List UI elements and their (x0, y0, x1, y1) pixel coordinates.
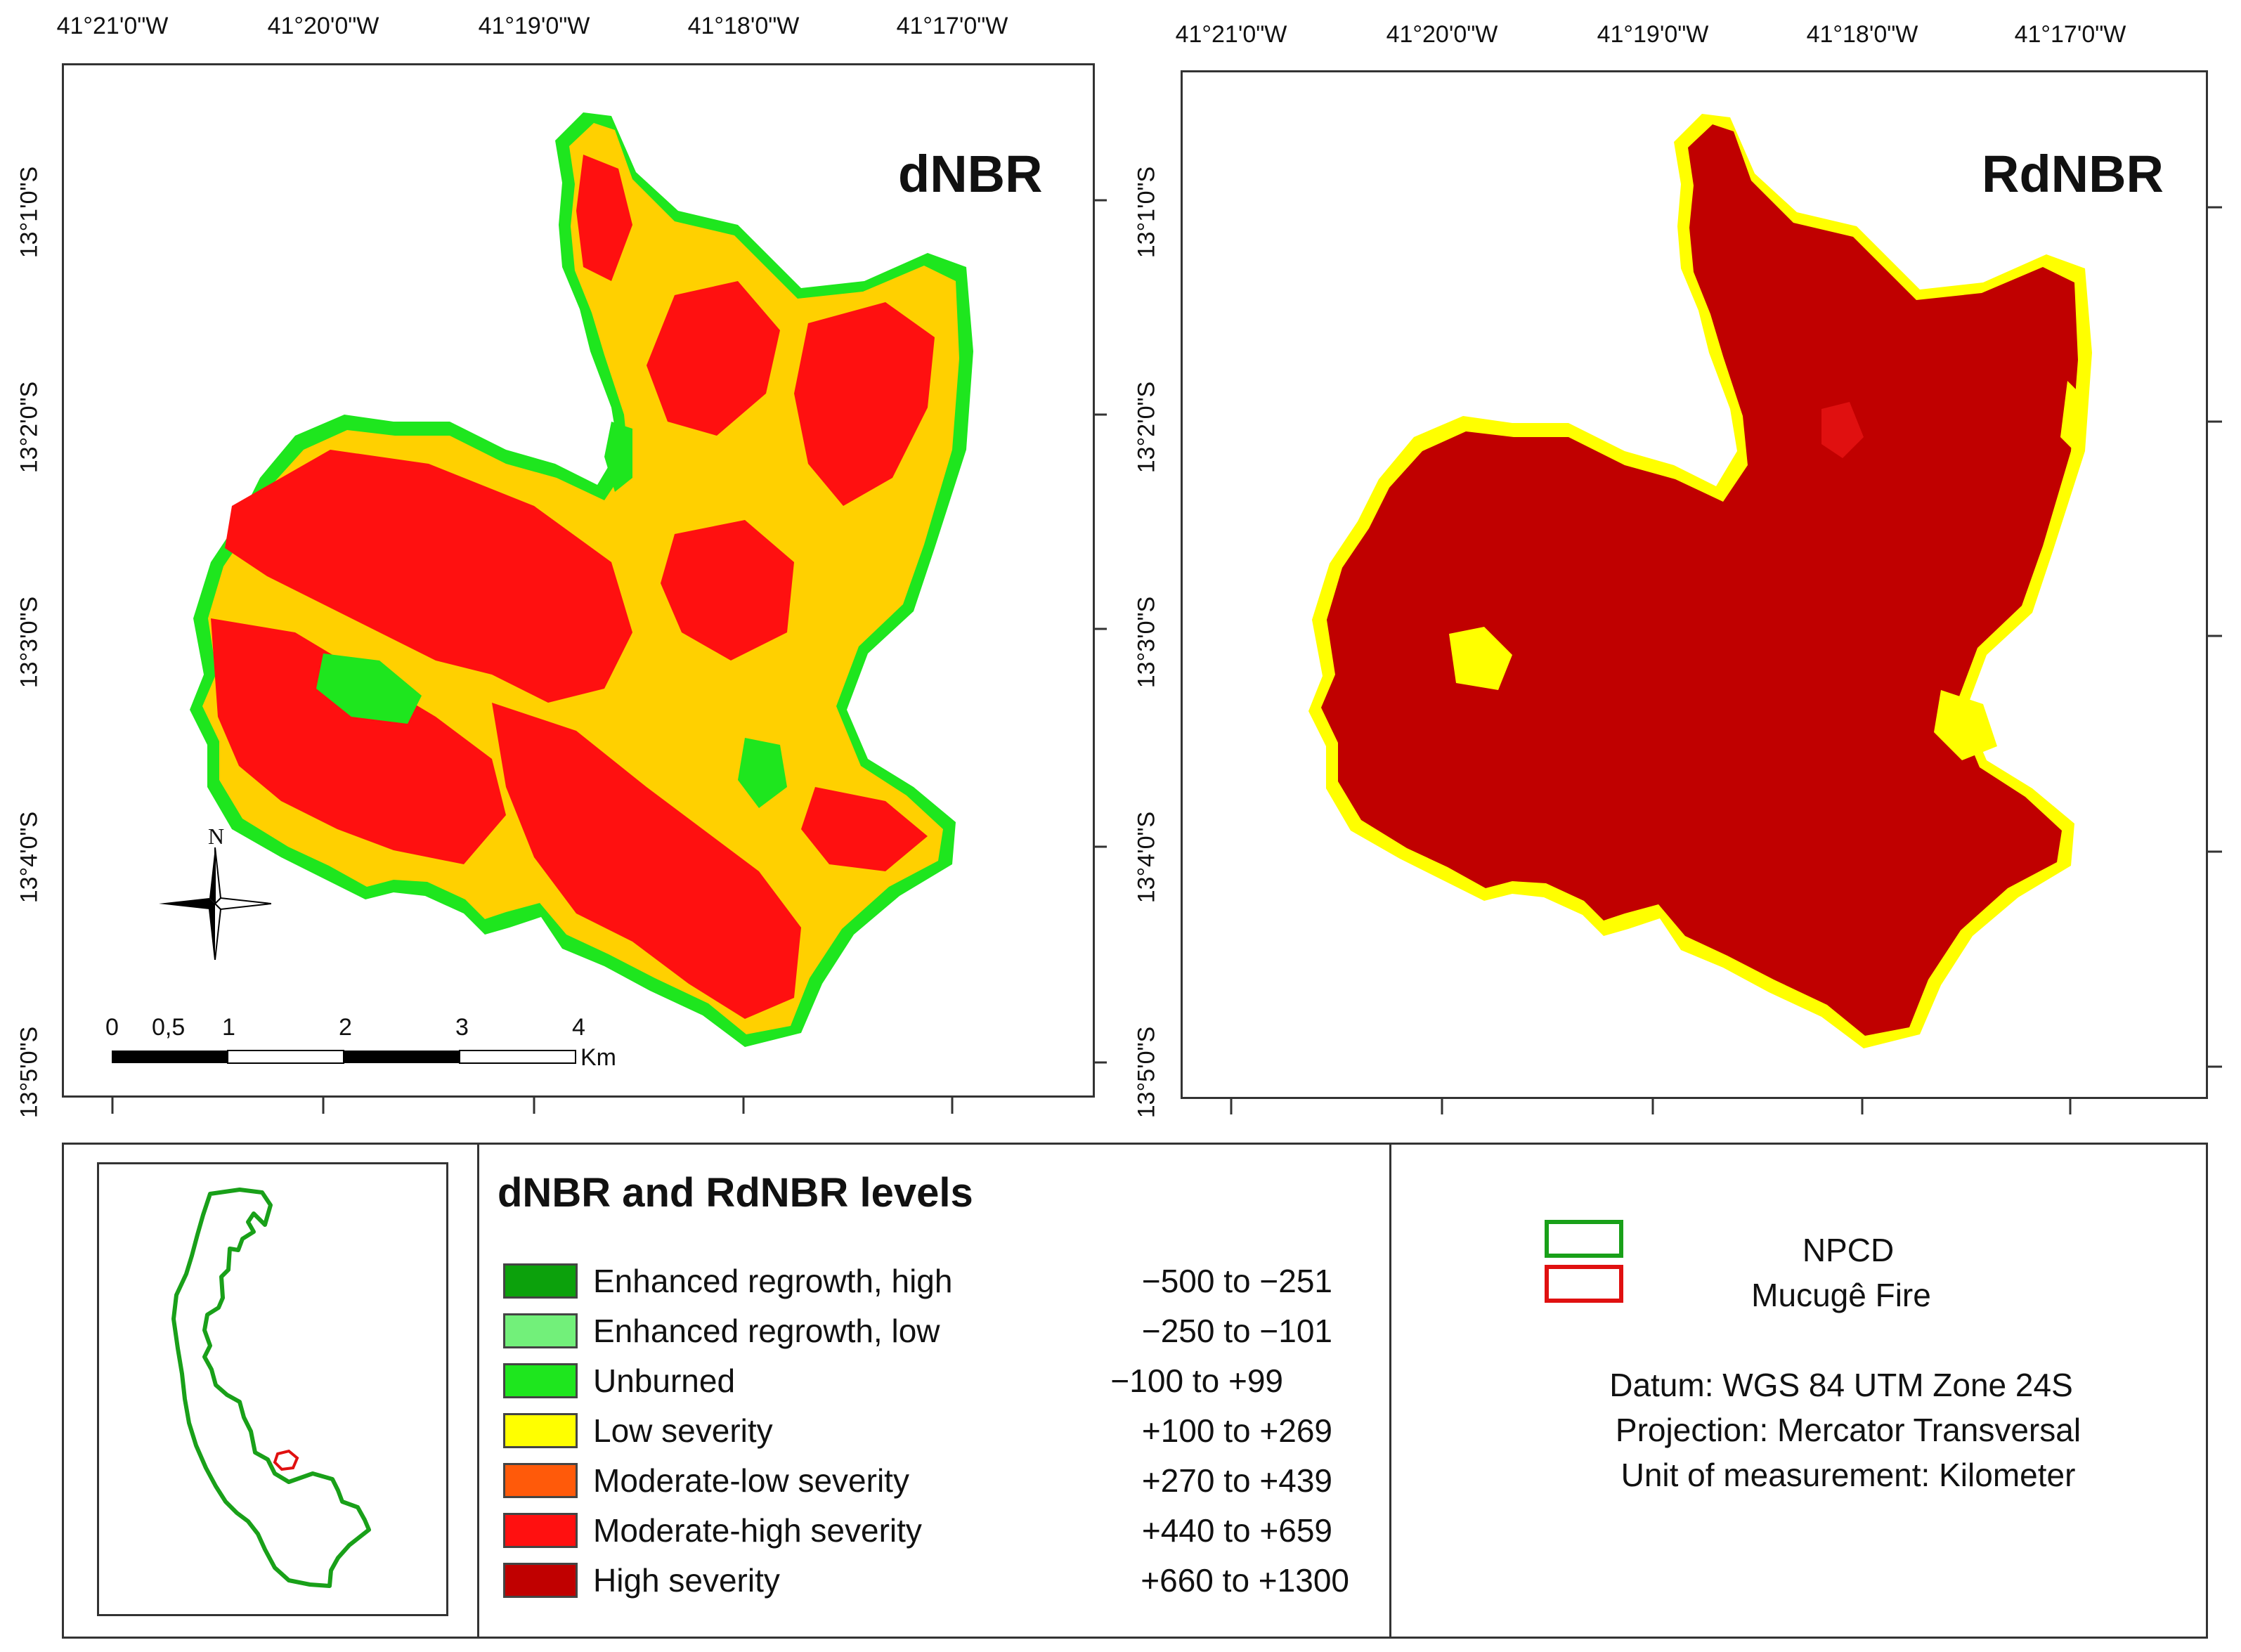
legend-item-label: Low severity (593, 1412, 773, 1449)
legend-item-range: −100 to +99 (1110, 1362, 1283, 1399)
scale-bar-graphic (112, 1050, 576, 1064)
scale-tick-label: 4 (572, 1014, 585, 1041)
rdnbr-lon-tick: 41°18'0"W (1806, 21, 1918, 48)
legend-swatch (503, 1313, 578, 1348)
rdnbr-low-severity-patch (1934, 690, 1997, 760)
dnbr-unburned-patch (316, 653, 422, 724)
scale-tick-label: 2 (339, 1014, 352, 1041)
dnbr-map-title: dNBR (898, 145, 1043, 203)
rdnbr-axis-ticks (1230, 206, 2222, 1114)
unit-text: Unit of measurement: Kilometer (1620, 1457, 2076, 1493)
projection-text: Projection: Mercator Transversal (1615, 1412, 2081, 1448)
scale-tick-label: 0 (105, 1014, 119, 1041)
legend-item-label: Enhanced regrowth, high (593, 1263, 953, 1299)
rdnbr-moderate-high-patch (1821, 402, 1864, 458)
legend-item-label: Moderate-low severity (593, 1462, 909, 1499)
legend-divider (1389, 1145, 1391, 1637)
legend-swatch (503, 1513, 578, 1548)
legend-item-range: +100 to +269 (1141, 1412, 1332, 1449)
legend-item: Enhanced regrowth, high −500 to −251 (503, 1261, 1417, 1303)
mucuge-fire-boundary (273, 1449, 299, 1471)
rdnbr-lon-tick: 41°20'0"W (1386, 21, 1498, 48)
legend-item-range: +270 to +439 (1141, 1462, 1332, 1499)
legend-swatch (503, 1563, 578, 1598)
dnbr-high-severity-patch (794, 302, 935, 506)
locator-inset (97, 1162, 448, 1616)
rdnbr-low-severity-patch (1449, 627, 1512, 690)
legend-swatch (503, 1263, 578, 1299)
scale-tick-label: 3 (455, 1014, 469, 1041)
dnbr-high-severity-patch (576, 155, 632, 281)
dnbr-lon-tick: 41°18'0"W (687, 13, 800, 39)
legend-item-label: Enhanced regrowth, low (593, 1313, 940, 1349)
legend-swatch (503, 1463, 578, 1498)
rdnbr-low-severity-patch (2060, 381, 2081, 451)
rdnbr-map-title: RdNBR (1982, 145, 2164, 203)
dnbr-high-severity-patch (225, 450, 632, 703)
dnbr-lon-tick: 41°21'0"W (56, 13, 169, 39)
rdnbr-high-severity-zone (1321, 124, 2078, 1036)
legend-rows: Enhanced regrowth, high −500 to −251 Enh… (503, 1261, 1349, 1612)
north-arrow-label: N (208, 824, 225, 849)
legend-item-range: −500 to −251 (1141, 1263, 1332, 1299)
rdnbr-lon-tick: 41°17'0"W (2014, 21, 2126, 48)
legend-item: Enhanced regrowth, low −250 to −101 (503, 1310, 1417, 1353)
legend-title: dNBR and RdNBR levels (498, 1170, 973, 1216)
legend-item: Moderate-high severity +440 to +659 (503, 1510, 1417, 1552)
legend-panel (62, 1143, 2208, 1639)
dnbr-high-severity-patch (492, 703, 801, 1019)
npcd-boundary-swatch (1545, 1220, 1623, 1258)
legend-item: Low severity +100 to +269 (503, 1410, 1417, 1452)
scale-unit-label: Km (580, 1044, 616, 1071)
compass-rose-icon (159, 847, 271, 960)
rdnbr-burn-area (1308, 114, 2092, 1048)
legend-item: Unburned −100 to +99 (503, 1360, 1417, 1403)
legend-item: Moderate-low severity +270 to +439 (503, 1460, 1417, 1502)
datum-text: Datum: WGS 84 UTM Zone 24S (1609, 1367, 2073, 1403)
dnbr-burn-area (190, 112, 973, 1047)
legend-item-label: Unburned (593, 1362, 736, 1399)
dnbr-high-severity-patch (211, 618, 506, 864)
dnbr-axis-ticks (111, 199, 1107, 1114)
dnbr-unburned-patch (604, 422, 632, 492)
npcd-label: NPCD (1802, 1232, 1895, 1268)
dnbr-high-severity-patch (661, 520, 794, 661)
legend-swatch (503, 1363, 578, 1398)
dnbr-lon-tick: 41°20'0"W (267, 13, 379, 39)
dnbr-lon-tick: 41°19'0"W (478, 13, 590, 39)
legend-item-range: +660 to +1300 (1141, 1562, 1349, 1599)
rdnbr-lon-tick: 41°19'0"W (1597, 21, 1709, 48)
legend-item: High severity +660 to +1300 (503, 1560, 1417, 1602)
legend-swatch (503, 1413, 578, 1448)
mucuge-fire-swatch (1545, 1265, 1623, 1303)
legend-item-range: −250 to −101 (1141, 1313, 1332, 1349)
mucuge-fire-label: Mucugê Fire (1751, 1277, 1931, 1313)
dnbr-high-severity-patch (647, 281, 780, 436)
legend-divider (477, 1145, 479, 1637)
dnbr-unburned-patch (738, 738, 787, 808)
scale-tick-label: 1 (222, 1014, 235, 1041)
npcd-locator-map (171, 1188, 371, 1588)
rdnbr-lon-tick: 41°21'0"W (1175, 21, 1287, 48)
legend-item-range: +440 to +659 (1141, 1512, 1332, 1549)
dnbr-lon-tick: 41°17'0"W (896, 13, 1008, 39)
scale-tick-label: 0,5 (152, 1014, 186, 1041)
legend-item-label: Moderate-high severity (593, 1512, 922, 1549)
dnbr-high-severity-patch (801, 787, 928, 871)
legend-item-label: High severity (593, 1562, 780, 1599)
npcd-boundary (171, 1188, 371, 1588)
